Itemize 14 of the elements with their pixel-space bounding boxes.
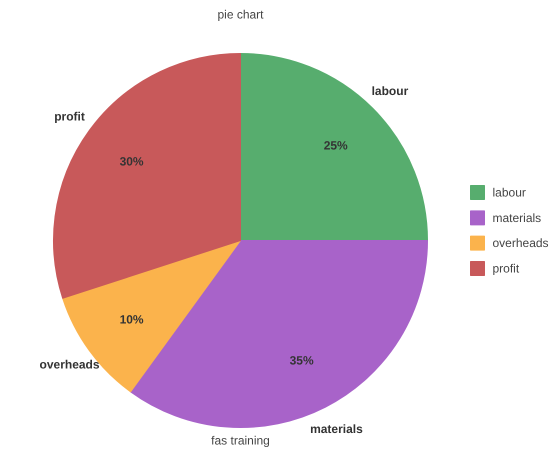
slice-label: profit <box>54 109 85 124</box>
data-label: 30% <box>120 154 144 168</box>
slice-label: labour <box>372 84 409 98</box>
data-label: 25% <box>324 138 348 152</box>
legend-label: overheads <box>492 236 549 250</box>
legend-label: materials <box>492 210 542 225</box>
data-label: 35% <box>290 353 314 368</box>
legend-label: labour <box>492 186 526 200</box>
slice-label: overheads <box>40 358 100 372</box>
slice-label: materials <box>310 422 364 436</box>
text: fas training <box>211 434 270 448</box>
chart-title: pie chart <box>217 8 264 22</box>
legend-label: profit <box>492 261 520 276</box>
data-label: 10% <box>120 312 144 327</box>
